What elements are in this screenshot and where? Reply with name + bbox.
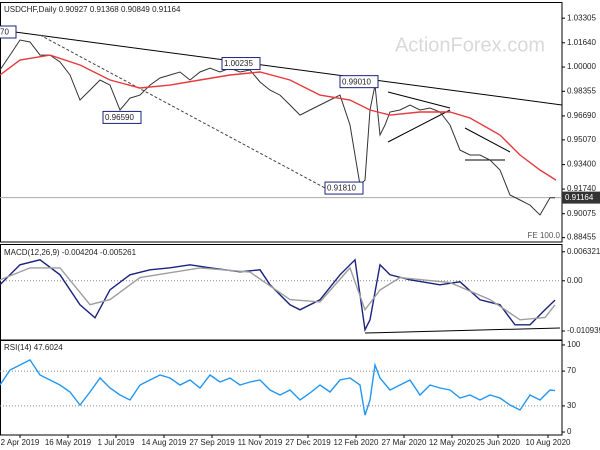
trendline — [387, 109, 451, 143]
annotation-label: 0.91810 — [327, 184, 356, 193]
trendline — [464, 127, 511, 153]
trendlines — [0, 29, 562, 189]
plot-area: 1.02370 1.00235 0.96590 0.91810 0.99010 — [0, 25, 562, 216]
annotation-box — [102, 110, 142, 124]
y-tick-label: 1.03305 — [567, 13, 596, 22]
x-tick-label: 27 Mar 2020 — [382, 438, 427, 447]
series-line — [0, 39, 555, 216]
last-price-label: 0.91164 — [565, 193, 594, 202]
price-panel — [0, 2, 563, 243]
series-line — [0, 266, 556, 321]
last-price-box — [562, 191, 600, 204]
y-tick-label: 0.88455 — [567, 233, 596, 242]
annotation-label: 1.00235 — [224, 59, 253, 68]
x-tick-label: 16 May 2019 — [45, 438, 92, 447]
y-tick-label: 1.01640 — [567, 38, 596, 47]
series-line — [0, 54, 557, 181]
x-tick-label: 2 Apr 2019 — [1, 438, 40, 447]
y-tick-label: -0.010939 — [567, 326, 600, 335]
trendline — [39, 34, 326, 189]
x-tick-label: 14 Aug 2019 — [142, 438, 187, 447]
series-line — [0, 258, 556, 333]
trendline — [387, 91, 451, 109]
y-tick-label: 0.95070 — [567, 135, 596, 144]
trendline — [364, 327, 561, 334]
x-tick-label: 27 Dec 2019 — [285, 438, 331, 447]
rsi-panel — [0, 340, 563, 436]
plot-area — [0, 258, 562, 333]
y-tick-label: 100 — [567, 340, 581, 349]
watermark: ActionForex.com — [395, 34, 545, 56]
annotation-label: 0.99010 — [342, 77, 371, 86]
panel-title: MACD(12,26,9) -0.004204 -0.005261 — [4, 248, 137, 257]
x-tick-label: 11 Nov 2019 — [238, 438, 283, 447]
y-tick-label: 0.00 — [567, 276, 583, 285]
y-tick-label: 0.96690 — [567, 111, 596, 120]
y-tick-label: 0 — [567, 427, 572, 436]
y-tick-label: 70 — [567, 366, 576, 375]
x-tick-label: 27 Sep 2019 — [189, 438, 235, 447]
y-tick-label: 0.006321 — [567, 247, 600, 256]
y-tick-label: 30 — [567, 401, 576, 410]
annotation-box — [339, 75, 379, 89]
x-tick-label: 10 Aug 2020 — [526, 438, 571, 447]
panel-title: RSI(14) 47.6024 — [4, 343, 63, 352]
x-tick-label: 12 Feb 2020 — [334, 438, 379, 447]
y-tick-label: 1.00000 — [567, 62, 596, 71]
panel-title: USDCHF,Daily 0.90927 0.91368 0.90849 0.9… — [4, 5, 181, 14]
macd-panel — [0, 244, 563, 341]
annotation-label: 0.96590 — [105, 113, 134, 122]
annotation-label: 1.02370 — [0, 28, 9, 37]
x-tick-label: 1 Jul 2019 — [98, 438, 135, 447]
x-tick-label: 12 May 2020 — [429, 438, 476, 447]
y-tick-label: 0.90075 — [567, 209, 596, 218]
y-tick-label: 0.91740 — [567, 184, 596, 193]
plot-area — [0, 358, 562, 416]
annotation-box — [221, 57, 261, 71]
x-tick-label: 25 Jun 2020 — [476, 438, 521, 447]
y-tick-label: 0.93400 — [567, 160, 596, 169]
fe-label: FE 100.0 — [528, 231, 561, 240]
annotation-box — [0, 25, 17, 39]
y-tick-label: 0.98355 — [567, 86, 596, 95]
series-line — [0, 358, 556, 416]
trendline — [0, 29, 562, 106]
annotation-box — [324, 181, 364, 195]
